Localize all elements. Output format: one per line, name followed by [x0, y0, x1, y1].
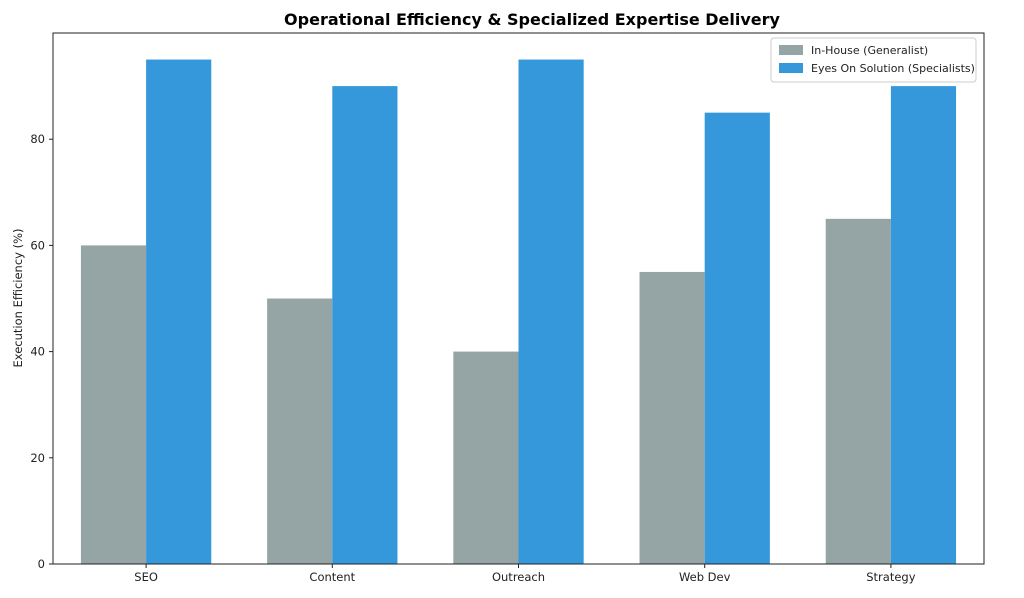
- bar-seo-series-2: [146, 59, 212, 565]
- legend-swatch-series-2: [779, 63, 803, 73]
- x-tick-label: Content: [309, 570, 355, 584]
- plot-frame: [52, 32, 985, 565]
- legend-swatch-series-1: [779, 45, 803, 55]
- bar-strategy-series-2: [890, 86, 957, 564]
- legend: In-House (Generalist) Eyes On Solution (S…: [770, 37, 977, 83]
- x-tick-label: Web Dev: [679, 570, 731, 584]
- bar-web-dev-series-2: [704, 112, 770, 565]
- chart-title: Operational Efficiency & Specialized Exp…: [284, 10, 781, 29]
- legend-label-series-1: In-House (Generalist): [811, 44, 928, 57]
- bar-seo-series-1: [80, 245, 147, 564]
- bar-outreach-series-2: [518, 59, 584, 565]
- bar-strategy-series-1: [825, 218, 891, 564]
- y-tick-label: 80: [30, 132, 45, 146]
- y-tick-label: 20: [30, 451, 45, 465]
- legend-box: [770, 37, 977, 83]
- axes-layer: SEO Content Outreach Web Dev Strategy 0 20 40 60…: [30, 32, 985, 584]
- legend-label-series-2: Eyes On Solution (Specialists): [811, 62, 975, 75]
- y-tick-label: 0: [38, 557, 45, 571]
- x-tick-label: SEO: [134, 570, 158, 584]
- y-tick-label: 60: [30, 238, 45, 252]
- bar-web-dev-series-1: [639, 271, 705, 564]
- y-tick-label: 40: [30, 345, 45, 359]
- x-tick-label: Strategy: [866, 570, 915, 584]
- bar-content-series-1: [267, 298, 333, 564]
- bar-content-series-2: [332, 86, 398, 564]
- x-tick-label: Outreach: [492, 570, 545, 584]
- bar-outreach-series-1: [453, 351, 519, 564]
- y-axis-label: Execution Efficiency (%): [11, 228, 25, 367]
- bars-layer: [80, 59, 957, 565]
